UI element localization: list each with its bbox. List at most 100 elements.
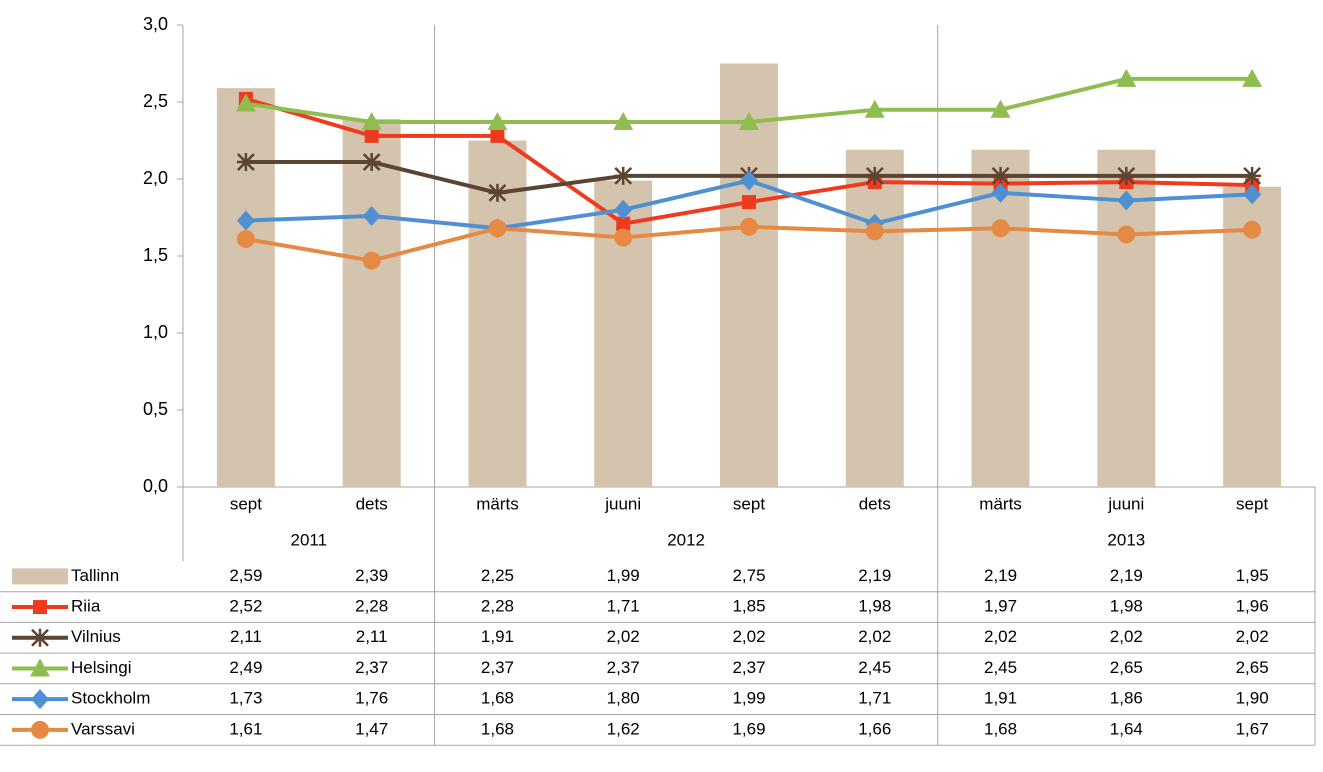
marker	[739, 112, 759, 131]
table-cell: 2,02	[858, 627, 891, 646]
table-cell: 2,19	[858, 566, 891, 585]
marker	[1243, 184, 1262, 205]
table-cell: 1,95	[1236, 566, 1269, 585]
table-cell: 2,49	[229, 658, 262, 677]
table-cell: 1,66	[858, 719, 891, 738]
x-tick-label: dets	[859, 494, 891, 513]
legend-label: Varssavi	[71, 719, 135, 738]
legend-key	[12, 600, 68, 615]
legend-label: Stockholm	[71, 689, 150, 708]
table-cell: 2,19	[984, 566, 1017, 585]
table-cell: 2,39	[355, 566, 388, 585]
table-cell: 2,37	[607, 658, 640, 677]
legend-marker	[30, 658, 50, 677]
group-label: 2012	[667, 530, 705, 549]
table-cell: 1,86	[1110, 689, 1143, 708]
marker	[1117, 166, 1136, 185]
legend-marker	[31, 628, 49, 647]
legend-marker	[31, 720, 49, 739]
legend-label: Helsingi	[71, 658, 131, 677]
y-tick-label: 0,0	[143, 476, 168, 496]
marker	[362, 153, 381, 172]
bar	[342, 118, 401, 487]
marker	[236, 153, 255, 172]
table-cell: 1,76	[355, 689, 388, 708]
table-cell: 2,28	[355, 597, 388, 616]
table-cell: 1,99	[607, 566, 640, 585]
x-tick-label: sept	[733, 494, 765, 513]
table-cell: 2,65	[1110, 658, 1143, 677]
legend-key	[12, 628, 68, 647]
marker	[613, 112, 634, 131]
table-cell: 2,65	[1236, 658, 1269, 677]
marker	[1116, 68, 1137, 87]
table-cell: 2,45	[858, 658, 891, 677]
marker	[864, 99, 885, 118]
marker	[488, 219, 507, 238]
y-tick-label: 0,5	[143, 399, 168, 419]
marker	[865, 166, 884, 185]
marker	[236, 210, 255, 231]
legend-swatch	[12, 568, 68, 585]
table-cell: 1,64	[1110, 719, 1143, 738]
marker	[740, 217, 758, 236]
marker	[361, 112, 382, 131]
marker	[616, 216, 631, 231]
marker	[1243, 166, 1262, 185]
legend-label: Riia	[71, 597, 101, 616]
bar	[216, 88, 275, 487]
table-cell: 2,02	[984, 627, 1017, 646]
table-cell: 1,67	[1236, 719, 1269, 738]
table-cell: 1,61	[229, 719, 262, 738]
marker	[991, 219, 1010, 238]
x-tick-label: sept	[230, 494, 262, 513]
marker	[364, 128, 379, 143]
marker	[865, 222, 884, 241]
table-cell: 2,37	[732, 658, 765, 677]
table-cell: 2,11	[230, 627, 262, 646]
y-tick-label: 2,5	[143, 91, 168, 111]
bar	[845, 149, 904, 488]
table-cell: 1,91	[984, 689, 1017, 708]
x-tick-label: märts	[979, 494, 1022, 513]
table-cell: 1,98	[858, 597, 891, 616]
table-cell: 2,19	[1110, 566, 1143, 585]
bar	[720, 63, 778, 487]
group-label: 2013	[1107, 530, 1145, 549]
table-cell: 1,62	[607, 719, 640, 738]
legend-marker	[33, 600, 47, 615]
table-cell: 1,97	[984, 597, 1017, 616]
marker	[1117, 225, 1136, 244]
table-cell: 2,11	[356, 627, 388, 646]
marker	[990, 99, 1011, 118]
y-tick-label: 2,0	[143, 168, 168, 188]
bar	[971, 149, 1030, 488]
table-cell: 2,02	[732, 627, 765, 646]
y-tick-label: 1,0	[143, 322, 168, 342]
legend-key	[12, 658, 68, 677]
x-tick-label: märts	[476, 494, 519, 513]
legend-label: Vilnius	[71, 627, 121, 646]
table-cell: 1,80	[607, 689, 640, 708]
table-cell: 1,96	[1236, 597, 1269, 616]
marker	[362, 205, 381, 226]
marker	[614, 166, 633, 185]
marker	[740, 170, 758, 191]
legend-key	[12, 689, 68, 710]
table-cell: 2,75	[732, 566, 765, 585]
table-cell: 2,02	[607, 627, 640, 646]
marker	[362, 251, 381, 270]
x-tick-label: dets	[356, 494, 388, 513]
marker	[1117, 190, 1136, 211]
table-cell: 1,68	[984, 719, 1017, 738]
marker	[991, 182, 1010, 203]
table-cell: 1,85	[732, 597, 765, 616]
group-label: 2011	[290, 530, 327, 549]
x-tick-label: juuni	[1107, 494, 1144, 513]
marker	[490, 128, 505, 143]
table-cell: 1,68	[481, 689, 514, 708]
table-cell: 1,68	[481, 719, 514, 738]
table-cell: 2,28	[481, 597, 514, 616]
marker	[488, 183, 507, 202]
marker	[991, 166, 1010, 185]
